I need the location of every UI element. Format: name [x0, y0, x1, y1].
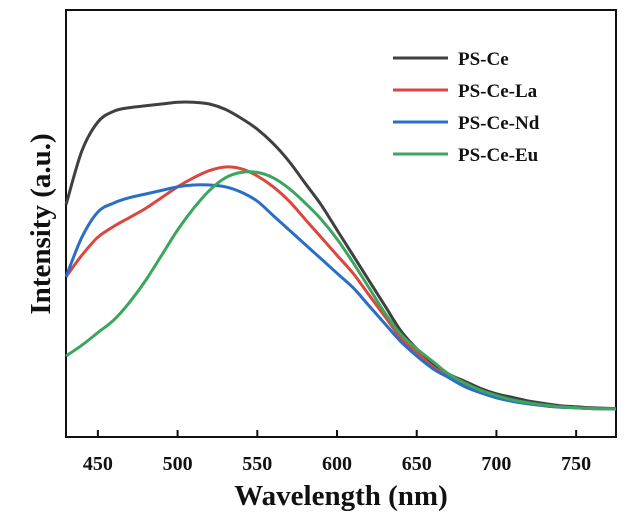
x-axis-title: Wavelength (nm) [234, 480, 447, 512]
series-layer [64, 100, 617, 411]
series-line-ps-ce-eu [65, 170, 617, 411]
x-tick-label: 450 [83, 453, 113, 475]
x-tick-label: 650 [402, 453, 432, 475]
series-line-ps-ce-nd [64, 183, 617, 411]
legend-label: PS-Ce-Eu [458, 145, 539, 166]
legend-label: PS-Ce-Nd [458, 113, 540, 134]
legend-label: PS-Ce-La [458, 81, 538, 102]
y-axis-title: Intensity (a.u.) [25, 133, 57, 314]
legend-label: PS-Ce [458, 49, 509, 70]
x-tick-label: 600 [322, 453, 352, 475]
x-tick-label: 700 [481, 453, 511, 475]
series-line-ps-ce [64, 100, 617, 411]
x-tick-label: 550 [242, 453, 272, 475]
x-tick-label: 500 [163, 453, 193, 475]
x-axis: 450 500 550 600 650 700 750 [83, 430, 591, 475]
x-tick-label: 750 [561, 453, 591, 475]
plot-frame [65, 9, 617, 438]
legend: PS-Ce PS-Ce-La PS-Ce-Nd PS-Ce-Eu [393, 49, 540, 166]
series-line-ps-ce-la [64, 165, 617, 411]
